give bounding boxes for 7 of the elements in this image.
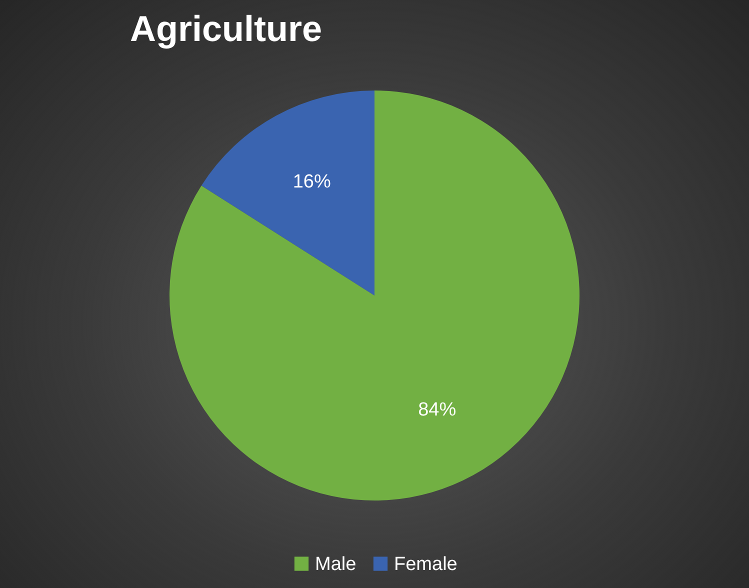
legend-label: Female — [394, 554, 458, 575]
pie-slice — [170, 90, 580, 500]
data-label: 84% — [418, 399, 456, 420]
pie-slice — [201, 90, 374, 296]
data-label: 16% — [292, 172, 331, 193]
chart-title: Agriculture — [130, 8, 322, 49]
legend-label: Male — [315, 554, 356, 575]
